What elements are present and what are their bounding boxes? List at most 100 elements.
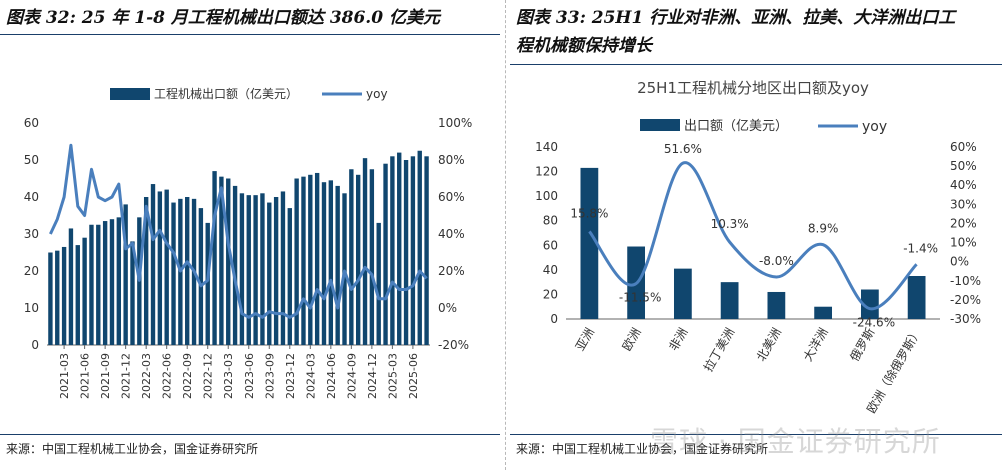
x-tick-label-2022-06: 2022-06 [161, 353, 174, 399]
bar-2021-12 [123, 204, 128, 345]
watermark: 雪球 · 国金证券研究所 [650, 425, 941, 458]
bar-2021-05 [75, 245, 80, 345]
y-right-tick-label: 20% [950, 216, 977, 230]
bar-2022-03 [143, 197, 149, 345]
bar-2022-09 [185, 197, 190, 345]
bar-2023-11 [280, 191, 286, 345]
x-tick-label-2024-12: 2024-12 [366, 353, 379, 399]
category-label: 大洋洲 [800, 325, 831, 364]
x-tick-label-2021-06: 2021-06 [79, 353, 92, 399]
y-left-tick-label: 40 [24, 190, 39, 204]
bar-非洲 [673, 268, 692, 319]
bar-2025-07 [417, 150, 422, 345]
category-label: 非洲 [666, 326, 690, 354]
bar-亚洲 [580, 167, 599, 319]
bar-2022-07 [171, 202, 176, 345]
bar-2022-12 [205, 222, 210, 345]
bar-2024-06 [328, 180, 334, 345]
x-tick-label-2023-06: 2023-06 [243, 353, 256, 399]
x-tick-label-2023-12: 2023-12 [284, 353, 297, 399]
bar-拉丁美洲 [720, 282, 739, 319]
y-left-tick-label: 60 [24, 116, 39, 130]
bar-大洋洲 [814, 306, 833, 319]
bar-2025-04 [397, 152, 402, 345]
y-left-tick-label: 140 [535, 140, 558, 154]
y-left-tick-label: 40 [543, 263, 558, 277]
bar-2025-05 [403, 160, 409, 345]
bar-2023-06 [246, 195, 251, 345]
x-tick-label-2025-03: 2025-03 [386, 353, 399, 399]
category-label: 欧洲 [620, 326, 644, 354]
legend-swatch-export [110, 88, 150, 100]
x-tick-label-2022-09: 2022-09 [181, 353, 194, 399]
bar-2022-05 [157, 191, 163, 345]
bar-2023-08 [260, 193, 265, 345]
bar-2024-10 [355, 174, 361, 345]
legend-label-yoy: yoy [366, 87, 388, 101]
yoy-data-label: 15.8% [570, 206, 608, 220]
right-figure-title: 图表 33: 25H1 行业对非洲、亚洲、拉美、大洋洲出口工 程机械额保持增长 [516, 4, 998, 60]
x-tick-label-2022-03: 2022-03 [140, 353, 153, 399]
y-right-tick-label: 60% [950, 140, 977, 154]
bar-2023-05 [239, 193, 245, 345]
y-right-tick-label: 60% [438, 190, 465, 204]
x-tick-label-2021-12: 2021-12 [120, 353, 133, 399]
y-right-tick-label: -10% [950, 274, 981, 288]
bar-2021-09 [102, 221, 108, 345]
panel-divider [505, 0, 506, 470]
y-left-tick-label: 100 [535, 189, 558, 203]
bar-俄罗斯 [860, 289, 879, 319]
y-left-tick-label: 20 [543, 287, 558, 301]
y-left-tick-label: 10 [24, 301, 39, 315]
region-export-chart: 25H1工程机械分地区出口额及yoy 出口额（亿美元） yoy 0 20 40 60 80 10… [535, 79, 981, 416]
x-tick-label-2024-09: 2024-09 [345, 353, 358, 399]
left-figure-title: 图表 32: 25 年 1-8 月工程机械出口额达 386.0 亿美元 [6, 8, 440, 28]
bar-2025-01 [376, 222, 381, 345]
category-label: 亚洲 [573, 326, 597, 354]
yoy-data-label: 51.6% [664, 142, 702, 156]
y-left-tick-label: 60 [543, 238, 558, 252]
y-right-tick-label: 100% [438, 116, 472, 130]
bar-2021-10 [109, 219, 115, 345]
bar-欧洲（除俄罗斯） [907, 276, 926, 319]
y-right-tick-label: 10% [950, 236, 977, 250]
right-source: 来源：中国工程机械工业协会，国金证券研究所 [516, 442, 769, 456]
bar-2025-02 [383, 163, 388, 345]
y-right-tick-label: 0% [438, 301, 457, 315]
bar-2022-01 [130, 241, 135, 345]
y-left-tick-label: 80 [543, 214, 558, 228]
bar-2024-02 [301, 176, 306, 345]
y-left-tick-label: 20 [24, 264, 39, 278]
bar-北美洲 [767, 291, 786, 319]
x-tick-label-2021-09: 2021-09 [99, 353, 112, 399]
bar-2021-07 [89, 224, 94, 345]
bar-2023-03 [226, 178, 231, 345]
bar-2024-04 [314, 172, 320, 345]
bar-2022-04 [150, 184, 156, 345]
bar-2024-01 [294, 178, 299, 345]
yoy-data-label: 10.3% [711, 217, 749, 231]
category-label: 拉丁美洲 [700, 325, 737, 374]
x-tick-label-2025-06: 2025-06 [407, 353, 420, 399]
bar-2024-11 [362, 158, 368, 345]
bar-2021-06 [82, 237, 87, 345]
bar-2022-11 [198, 208, 204, 345]
bar-2022-06 [164, 189, 169, 345]
y-right-tick-label: -20% [438, 338, 469, 352]
legend-label-export: 工程机械出口额（亿美元） [154, 86, 298, 101]
y-left-tick-label: 120 [535, 165, 558, 179]
bar-2023-09 [267, 202, 272, 345]
yoy-line [49, 143, 428, 319]
bar-2021-02 [55, 250, 60, 345]
right-title-rule [510, 64, 1002, 65]
bar-2021-11 [116, 217, 122, 345]
yoy-data-label: -8.0% [759, 254, 794, 268]
y-left-tick-label: 30 [24, 227, 39, 241]
left-source: 来源：中国工程机械工业协会，国金证券研究所 [6, 442, 259, 456]
bar-2021-04 [68, 228, 74, 345]
yoy-data-label: -1.4% [903, 241, 938, 255]
yoy-data-label: -11.5% [619, 291, 661, 305]
bar-2023-02 [219, 176, 224, 345]
chart-title: 25H1工程机械分地区出口额及yoy [637, 79, 869, 97]
x-tick-label-2022-12: 2022-12 [202, 353, 215, 399]
